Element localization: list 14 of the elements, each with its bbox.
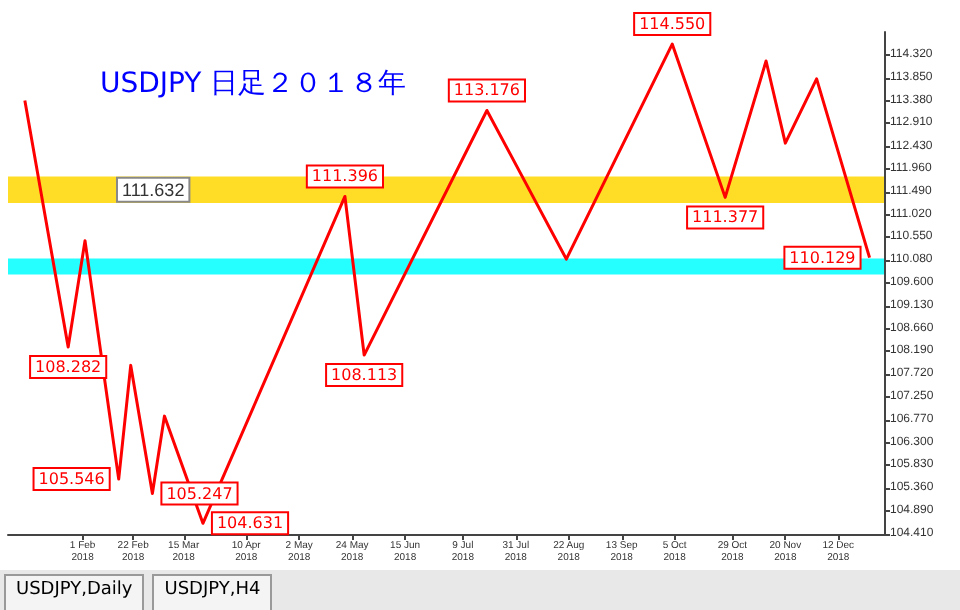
data-label: 104.631: [216, 514, 284, 533]
text: USDJPY 日足２０１８年: [100, 68, 407, 100]
data-label: 111.377: [692, 208, 759, 227]
data-label: 110.129: [789, 248, 856, 267]
data-label: 114.550: [639, 15, 706, 34]
data-label: 108.113: [331, 366, 398, 385]
text: USDJPY,H4: [152, 574, 273, 610]
data-label: 105.546: [38, 470, 105, 489]
text: USDJPY,Daily: [4, 574, 145, 610]
data-label: 113.176: [453, 81, 521, 100]
data-label: 105.247: [166, 484, 233, 503]
band-label: 111.632: [122, 179, 185, 200]
data-label: 111.396: [311, 167, 379, 186]
data-label: 108.282: [35, 357, 102, 376]
